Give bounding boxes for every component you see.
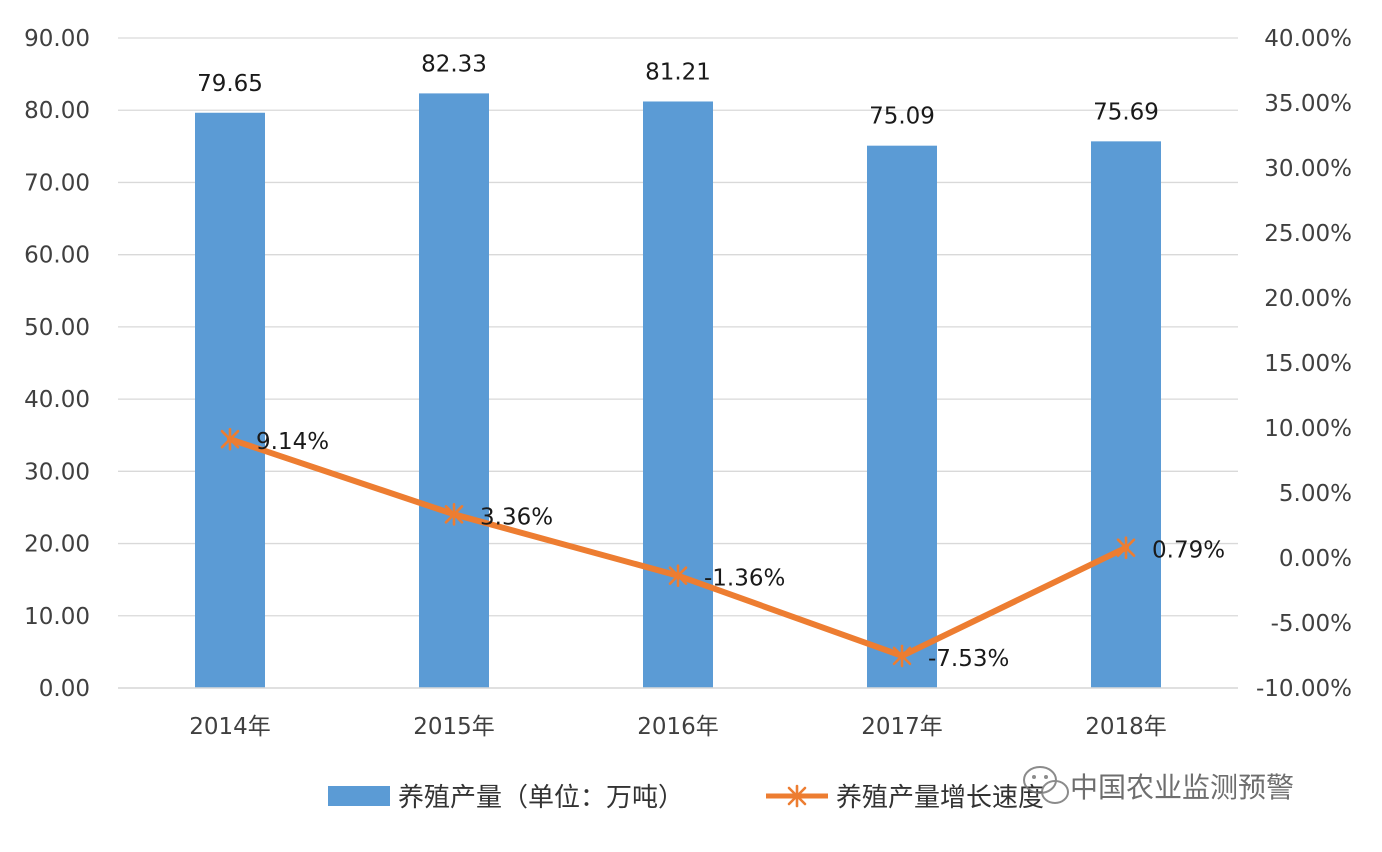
legend: 养殖产量（单位：万吨） 养殖产量增长速度 [328, 783, 1044, 813]
bar [867, 145, 937, 688]
line-point [220, 427, 240, 451]
line-point [892, 644, 912, 668]
line-value-label: -7.53% [928, 646, 1009, 672]
bar [1091, 141, 1161, 689]
legend-bar-label: 养殖产量（单位：万吨） [398, 783, 684, 813]
right-tick-label: 15.00% [1264, 351, 1352, 377]
bar-value-label: 75.09 [869, 104, 935, 130]
legend-line-marker [787, 784, 807, 808]
line-series [220, 427, 1136, 668]
axes: 0.00 10.00 20.00 30.00 40.00 50.00 60.00 70.00 8… [24, 26, 1352, 740]
legend-marker-star [787, 784, 807, 808]
legend-line-label: 养殖产量增长速度 [836, 783, 1044, 813]
bar-value-label: 75.69 [1093, 99, 1159, 125]
x-tick-label: 2018年 [1085, 714, 1167, 740]
left-tick-label: 90.00 [24, 26, 90, 52]
bar [195, 112, 265, 688]
left-tick-label: 10.00 [24, 604, 90, 630]
line-point [1116, 536, 1136, 560]
right-tick-label: 30.00% [1264, 156, 1352, 182]
right-tick-label: -5.00% [1271, 611, 1352, 637]
right-tick-label: 25.00% [1264, 221, 1352, 247]
left-tick-label: 80.00 [24, 98, 90, 124]
right-tick-label: 10.00% [1264, 416, 1352, 442]
bar-value-label: 82.33 [421, 51, 487, 77]
right-tick-label: 40.00% [1264, 26, 1352, 52]
line-value-label: 3.36% [480, 504, 553, 530]
left-tick-label: 0.00 [39, 676, 90, 702]
wechat-icon [1023, 766, 1069, 804]
line-point [444, 503, 464, 526]
right-tick-label: 35.00% [1264, 91, 1352, 117]
bar-value-label: 81.21 [645, 59, 711, 85]
left-tick-label: 40.00 [24, 387, 90, 413]
bar-series [195, 93, 1161, 689]
line-value-label: 0.79% [1152, 538, 1225, 564]
data-labels: 79.65 82.33 81.21 75.09 75.69 9.14% 3.36% -1.36… [197, 51, 1225, 671]
left-tick-label: 50.00 [24, 315, 90, 341]
left-tick-label: 60.00 [24, 243, 90, 269]
line-value-label: -1.36% [704, 566, 785, 592]
right-tick-label: 5.00% [1279, 481, 1352, 507]
left-tick-label: 20.00 [24, 532, 90, 558]
watermark: 中国农业监测预警 [1023, 766, 1294, 804]
x-tick-label: 2014年 [189, 714, 271, 740]
line-point [668, 564, 688, 587]
bar [643, 101, 713, 688]
right-tick-label: -10.00% [1256, 676, 1352, 702]
x-tick-label: 2016年 [637, 714, 719, 740]
legend-bar-swatch [328, 786, 390, 806]
right-tick-label: 0.00% [1279, 546, 1352, 572]
line-value-label: 9.14% [256, 429, 329, 455]
left-tick-label: 70.00 [24, 170, 90, 196]
x-tick-label: 2017年 [861, 714, 943, 740]
watermark-text: 中国农业监测预警 [1070, 771, 1294, 804]
right-tick-label: 20.00% [1264, 286, 1352, 312]
x-tick-label: 2015年 [413, 714, 495, 740]
bar-value-label: 79.65 [197, 71, 263, 97]
bar [419, 93, 489, 688]
left-tick-label: 30.00 [24, 459, 90, 485]
